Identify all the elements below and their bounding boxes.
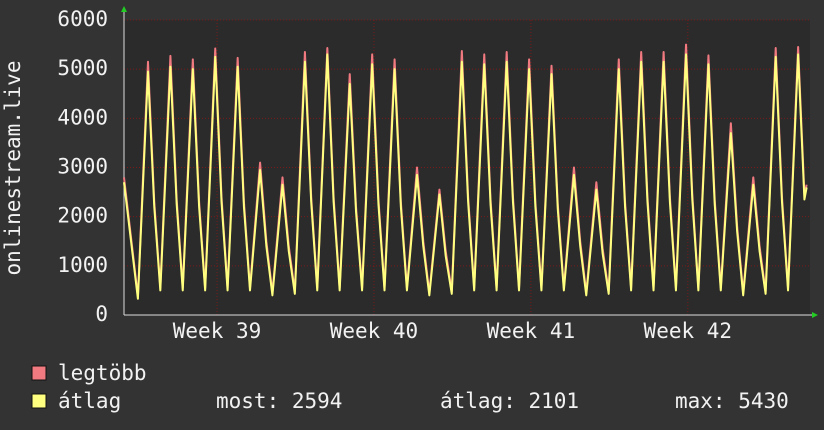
y-tick-label: 1000 (57, 253, 108, 277)
y-tick-label: 2000 (57, 204, 108, 228)
y-tick-label: 6000 (57, 7, 108, 31)
y-tick-label: 5000 (57, 56, 108, 80)
y-tick-label: 3000 (57, 155, 108, 179)
legend-swatch (31, 365, 47, 381)
x-tick-label: Week 42 (644, 319, 733, 343)
legend-swatch (31, 393, 47, 409)
x-tick-label: Week 41 (487, 319, 576, 343)
series-line (123, 53, 808, 300)
stat-value: 2594 (292, 389, 343, 413)
x-arrow (812, 312, 818, 318)
y-axis-label: onlinestream.live (1, 61, 25, 276)
stat-value: 5430 (738, 389, 789, 413)
y-arrow (121, 6, 127, 12)
y-tick-label: 4000 (57, 105, 108, 129)
stat-label: átlag: (440, 389, 516, 413)
stat-label: most: (216, 389, 279, 413)
stat-value: 2101 (528, 389, 579, 413)
legend-label: legtöbb (58, 361, 147, 385)
x-tick-label: Week 39 (173, 319, 262, 343)
stat-label: max: (675, 389, 726, 413)
x-tick-label: Week 40 (330, 319, 419, 343)
legend-label: átlag (58, 389, 121, 413)
y-tick-label: 0 (95, 302, 108, 326)
